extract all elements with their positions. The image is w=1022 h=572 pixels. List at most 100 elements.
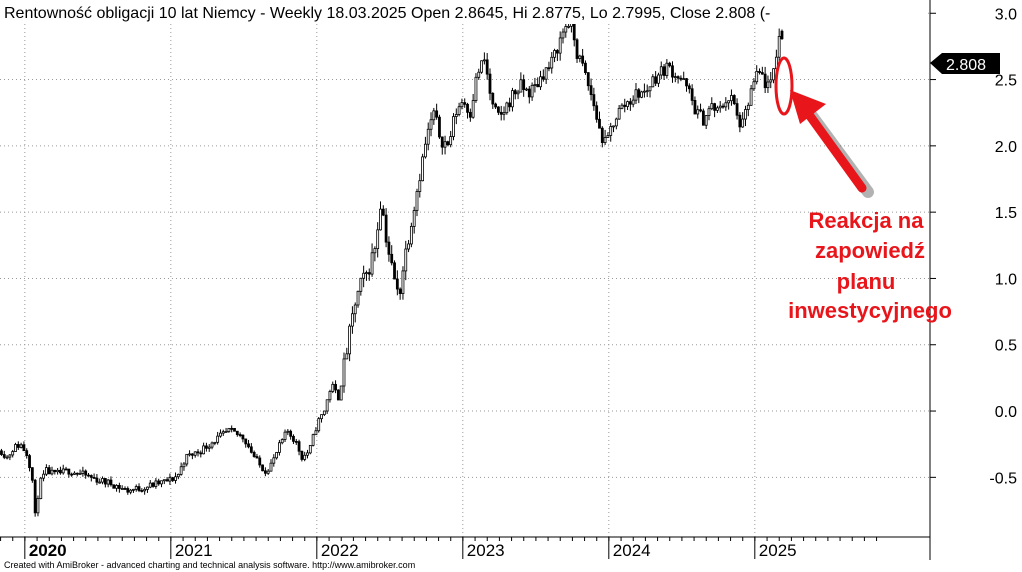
candle [592, 87, 596, 111]
candle [22, 441, 26, 452]
candle-body [50, 469, 54, 475]
candle-body [151, 482, 155, 487]
candle-body [230, 427, 234, 430]
last-value-label-bg [930, 53, 1000, 74]
candle-body [589, 85, 593, 96]
candle [671, 61, 674, 83]
candle-body [676, 76, 680, 79]
candle-body [578, 55, 582, 59]
candle-body [176, 473, 180, 478]
y-tick-label: 2.0 [995, 139, 1017, 156]
candle-body [101, 478, 104, 483]
candle [8, 454, 12, 461]
candle [575, 38, 579, 63]
candle [168, 473, 172, 485]
candle-body [168, 477, 172, 482]
candle [219, 429, 222, 438]
last-value-label: 2.808 [930, 53, 1000, 74]
candle-body [671, 65, 674, 78]
candle [384, 208, 388, 248]
candle-body [704, 115, 708, 126]
candle [432, 107, 436, 125]
candle [578, 54, 582, 63]
candle-body [123, 488, 127, 490]
footer-credit: Created with AmiBroker - advanced charti… [4, 560, 415, 570]
candle-body [56, 469, 60, 473]
candle-body [5, 456, 9, 459]
candle-body [92, 476, 96, 479]
x-tick-label: 2023 [467, 541, 505, 560]
candle-body [165, 479, 169, 482]
candle [544, 67, 548, 84]
candle-body [193, 451, 197, 456]
candle-body [398, 288, 402, 294]
candle-body [219, 432, 222, 437]
candle [289, 429, 293, 440]
candle [772, 68, 775, 84]
candle [648, 86, 652, 98]
candle-body [749, 88, 753, 106]
x-tick-label: 2020 [29, 541, 67, 560]
candle [449, 130, 453, 148]
candle-body [404, 248, 408, 272]
candle [106, 478, 110, 488]
candle-body [716, 107, 719, 111]
candle [485, 53, 489, 80]
candle-body [457, 106, 461, 115]
candle-body [606, 135, 610, 138]
candle [14, 442, 17, 452]
candle-body [162, 479, 166, 482]
candle-body [505, 102, 509, 114]
candle [258, 455, 262, 468]
candle [707, 105, 711, 121]
candle [103, 478, 107, 488]
candle [362, 265, 366, 288]
candle [188, 450, 191, 457]
candle-body [134, 486, 138, 490]
candle [424, 136, 427, 159]
candle [151, 482, 155, 488]
candle-body [533, 84, 537, 86]
candle-body [42, 473, 45, 479]
candle-body [47, 467, 51, 475]
candle-body [407, 243, 410, 250]
candle [157, 478, 161, 486]
candle [25, 448, 29, 459]
candle-body [732, 95, 736, 104]
candle-body [59, 469, 62, 474]
candle [550, 51, 554, 74]
candle [165, 477, 169, 482]
candle [752, 78, 756, 92]
candle-body [468, 111, 472, 118]
candle-body [592, 94, 596, 107]
candle-body [614, 118, 618, 127]
candle-body [275, 452, 279, 459]
candle-body [626, 101, 629, 107]
candle-body [393, 262, 396, 280]
candle-body [311, 434, 315, 446]
candle-body [718, 105, 722, 109]
candle [668, 61, 672, 68]
candle-body [266, 470, 270, 474]
candle [533, 77, 537, 93]
candle [651, 74, 655, 88]
candle-body [426, 128, 430, 145]
candle [460, 98, 464, 110]
candle [129, 488, 133, 495]
candle-body [280, 439, 284, 444]
candle [207, 444, 211, 452]
candle [516, 89, 520, 100]
candle-body [623, 104, 627, 107]
candle-body [772, 68, 775, 81]
candle [238, 432, 242, 438]
candle-body [160, 480, 163, 485]
candle-body [39, 477, 43, 499]
candle-body [67, 468, 71, 475]
annotation-line-1: Reakcja na [809, 208, 925, 233]
candle [617, 104, 621, 120]
candle [595, 101, 599, 123]
candle-body [322, 410, 326, 415]
candle-body [336, 389, 340, 401]
candle-body [317, 418, 321, 432]
